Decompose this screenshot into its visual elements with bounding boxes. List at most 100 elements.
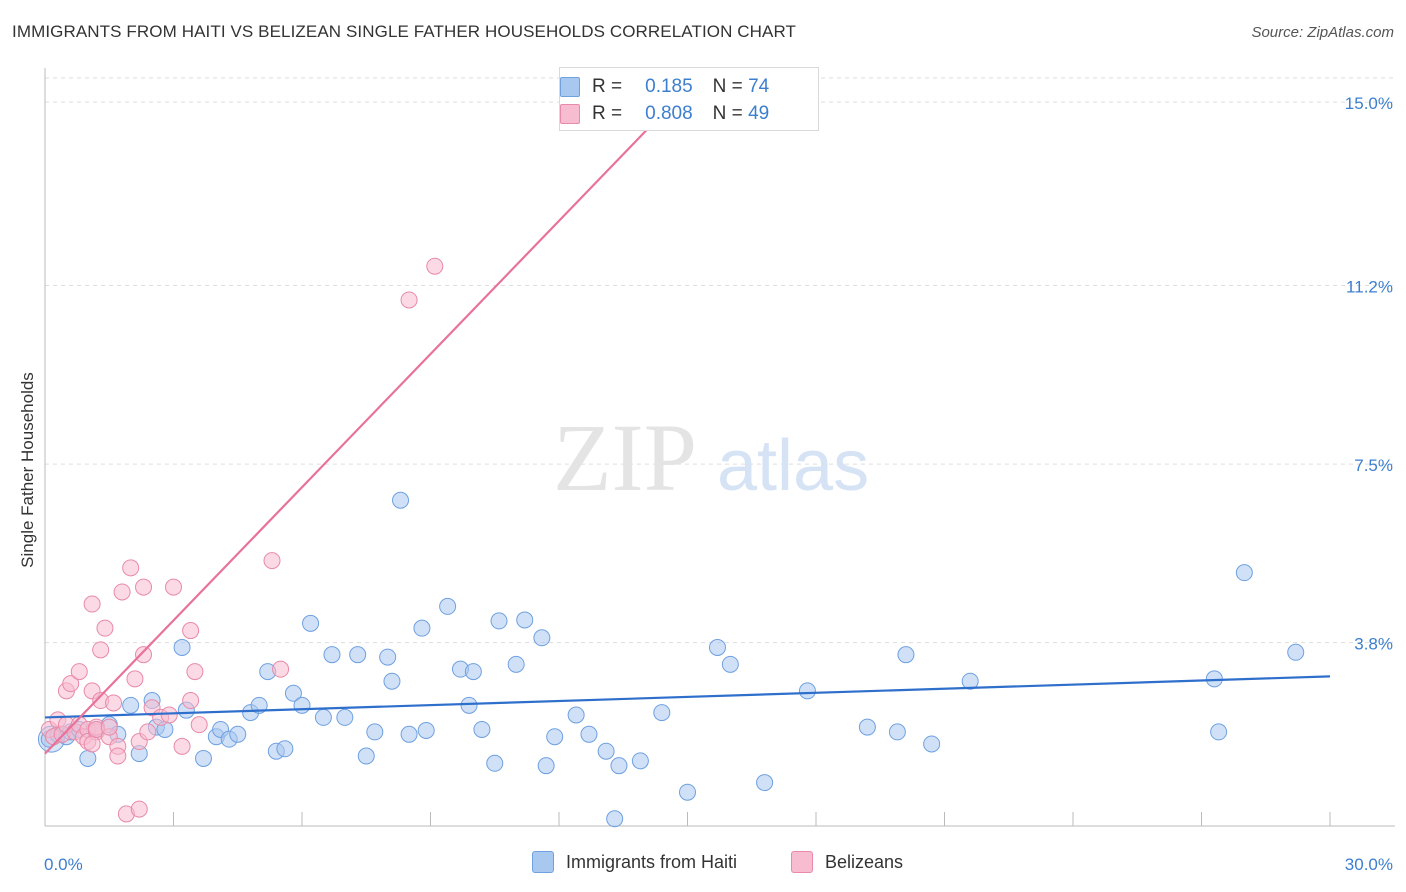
data-point-haiti [379, 648, 397, 666]
data-point-haiti [413, 619, 431, 637]
trend-line-belizeans [44, 86, 689, 755]
data-point-haiti [417, 721, 435, 739]
data-point-haiti [284, 684, 302, 702]
data-point-haiti [567, 706, 585, 724]
y-tick-label: 15.0% [1345, 94, 1393, 113]
data-point-belizeans [263, 552, 281, 570]
data-point-haiti [464, 663, 482, 681]
tick-labels: 3.8% 7.5% 11.2% 15.0% 0.0% 30.0% [44, 94, 1393, 874]
series-swatch-haiti [532, 851, 554, 873]
data-point-haiti [516, 611, 534, 629]
gridlines [45, 77, 1395, 644]
data-points [37, 257, 1305, 828]
data-point-belizeans [122, 559, 140, 577]
data-point-haiti [756, 774, 774, 792]
series-swatch-belizeans [791, 851, 813, 873]
data-point-haiti [323, 646, 341, 664]
data-point-belizeans [165, 578, 182, 596]
series-legend-belizeans[interactable]: Belizeans [791, 851, 903, 873]
series-legend-haiti[interactable]: Immigrants from Haiti [532, 851, 737, 873]
data-point-belizeans [173, 737, 191, 755]
data-point-haiti [708, 638, 726, 656]
data-point-belizeans [139, 723, 157, 741]
data-point-belizeans [182, 692, 200, 710]
data-point-haiti [229, 725, 247, 743]
data-point-belizeans [186, 663, 204, 681]
data-point-haiti [961, 672, 979, 690]
data-point-belizeans [160, 706, 178, 724]
data-point-haiti [897, 646, 915, 664]
data-point-haiti [473, 720, 491, 738]
data-point-belizeans [83, 595, 101, 613]
data-point-haiti [366, 723, 384, 741]
legend-swatch-haiti [560, 77, 580, 97]
legend-row-belizeans: R = 0.808 N = 49 [560, 102, 770, 126]
data-point-haiti [79, 749, 97, 767]
data-point-haiti [276, 740, 294, 758]
legend-r-label: R = [592, 76, 623, 97]
data-point-belizeans [272, 660, 290, 678]
legend-n-value: 49 [748, 103, 770, 124]
series-label-haiti: Immigrants from Haiti [566, 851, 738, 872]
data-point-belizeans [190, 716, 208, 734]
data-point-haiti [597, 742, 615, 760]
data-point-haiti [923, 735, 941, 753]
data-point-haiti [122, 696, 140, 714]
legend-r-value: 0.808 [645, 103, 693, 124]
data-point-haiti [439, 597, 457, 615]
data-point-haiti [302, 614, 320, 632]
data-point-haiti [1210, 723, 1228, 741]
x-tick-label: 0.0% [44, 855, 83, 874]
series-legend: Immigrants from Haiti Belizeans [0, 851, 1406, 877]
data-point-belizeans [400, 291, 418, 309]
data-point-haiti [507, 655, 525, 673]
watermark-zip: ZIP [553, 404, 697, 511]
data-point-haiti [679, 783, 696, 801]
data-point-haiti [888, 723, 906, 741]
legend-n-label: N = [712, 76, 743, 97]
data-point-haiti [194, 749, 212, 767]
data-point-belizeans [182, 622, 200, 640]
chart-title: IMMIGRANTS FROM HAITI VS BELIZEAN SINGLE… [12, 22, 797, 41]
data-point-haiti [631, 752, 649, 770]
data-point-belizeans [83, 735, 101, 753]
legend-row-haiti: R = 0.185 N = 74 [560, 75, 769, 99]
data-point-haiti [314, 708, 332, 726]
data-point-haiti [490, 612, 508, 630]
data-point-haiti [798, 682, 816, 700]
legend-r-value: 0.185 [645, 76, 693, 97]
watermark-atlas: atlas [717, 426, 869, 506]
data-point-belizeans [113, 583, 131, 601]
data-point-haiti [392, 491, 410, 509]
data-point-haiti [858, 718, 876, 736]
data-point-belizeans [92, 641, 110, 659]
trend-line-haiti [44, 675, 1331, 719]
data-point-belizeans [109, 747, 127, 765]
y-tick-label: 3.8% [1354, 635, 1393, 654]
x-tick-label: 30.0% [1345, 855, 1393, 874]
legend-n-label: N = [712, 103, 743, 124]
data-point-belizeans [70, 663, 88, 681]
axes [44, 68, 1395, 827]
data-point-haiti [349, 646, 367, 664]
data-point-haiti [653, 704, 671, 722]
data-point-belizeans [100, 718, 118, 736]
y-tick-label: 11.2% [1346, 278, 1393, 297]
data-point-haiti [533, 629, 551, 647]
source-attribution: Source: ZipAtlas.com [1251, 24, 1394, 41]
data-point-haiti [537, 757, 555, 775]
data-point-haiti [357, 747, 375, 765]
data-point-haiti [486, 754, 504, 772]
data-point-belizeans [426, 257, 444, 275]
data-point-belizeans [105, 694, 123, 712]
series-label-belizeans: Belizeans [825, 851, 904, 872]
data-point-haiti [1287, 643, 1305, 661]
data-point-haiti [383, 672, 401, 690]
data-point-belizeans [130, 800, 148, 818]
legend-r-label: R = [592, 103, 623, 124]
data-point-haiti [721, 655, 739, 673]
y-tick-label: 7.5% [1354, 456, 1393, 475]
data-point-haiti [173, 638, 191, 656]
data-point-haiti [580, 725, 598, 743]
